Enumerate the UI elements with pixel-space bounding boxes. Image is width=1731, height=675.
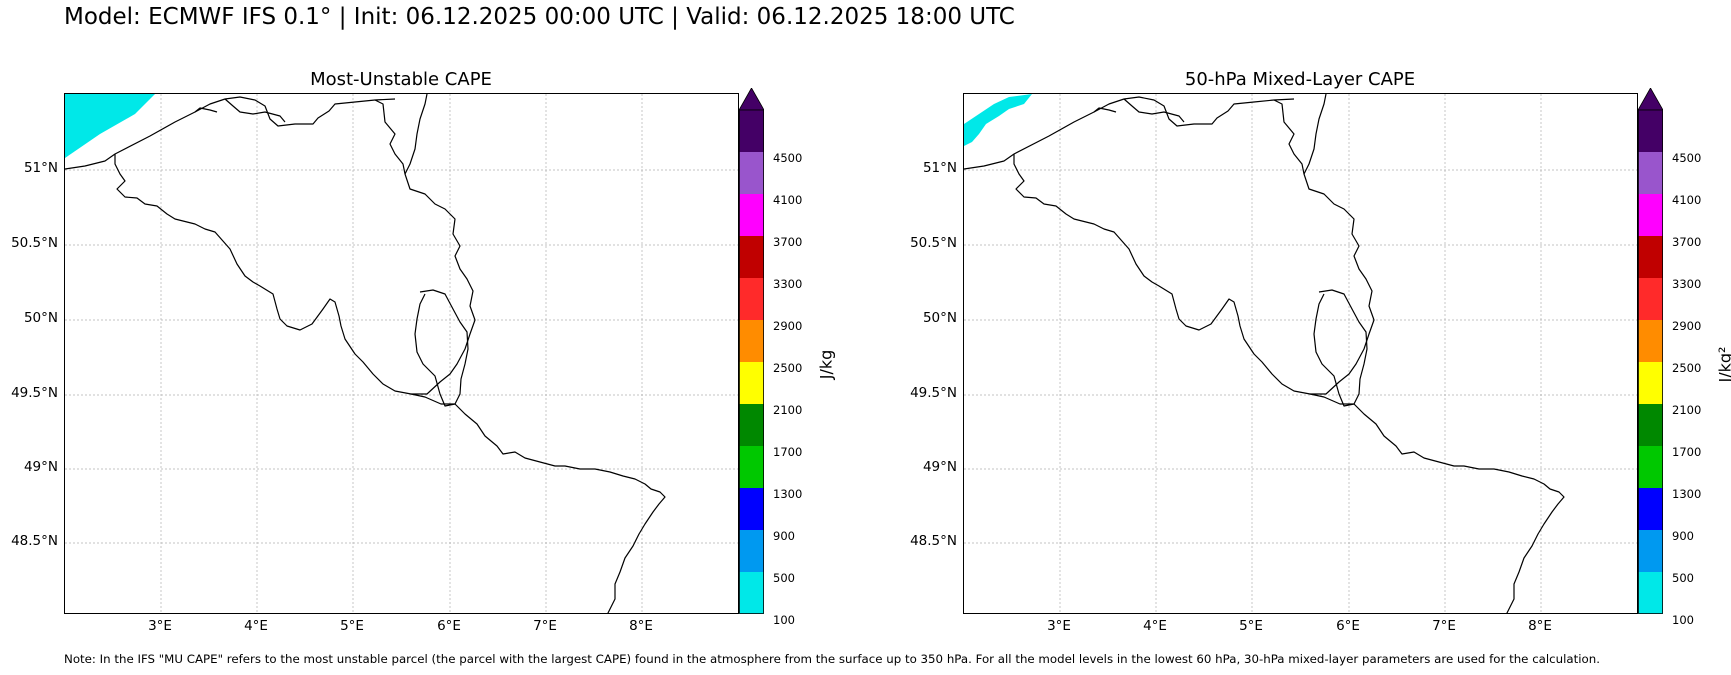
colorbar-segment [1638, 530, 1663, 572]
panel-title-mu-cape: Most-Unstable CAPE [310, 69, 492, 90]
lon-label: 8°E [1528, 618, 1552, 634]
colorbar-segment [739, 236, 764, 278]
colorbar-tick: 2100 [773, 403, 803, 417]
colorbar-tick: 100 [1672, 613, 1694, 627]
colorbar-segment [1638, 572, 1663, 614]
borders [65, 94, 666, 613]
colorbar-segment [1638, 362, 1663, 404]
colorbar-tick: 2500 [1672, 361, 1702, 375]
colorbar-segment [739, 446, 764, 488]
colorbar-unit-label: J/kg [816, 349, 836, 380]
lon-label: 5°E [340, 618, 364, 634]
lon-label: 7°E [533, 618, 557, 634]
lat-label: 49°N [23, 459, 58, 475]
colorbar-tick: 500 [1672, 571, 1694, 585]
colorbar-tick: 1700 [1672, 445, 1702, 459]
lon-label: 7°E [1432, 618, 1456, 634]
colorbar-segment [1638, 194, 1663, 236]
map-canvas-mu-cape [65, 94, 738, 613]
colorbar-tick: 2900 [1672, 319, 1702, 333]
colorbar-segment [739, 320, 764, 362]
footnote: Note: In the IFS "MU CAPE" refers to the… [64, 652, 1601, 666]
lat-label: 50°N [23, 310, 58, 326]
lat-label: 49.5°N [11, 385, 58, 401]
colorbar-segment [1638, 446, 1663, 488]
colorbar-tick: 4500 [1672, 151, 1702, 165]
colorbar-segment [739, 530, 764, 572]
lon-label: 4°E [244, 618, 268, 634]
lat-label: 50.5°N [11, 235, 58, 251]
lon-label: 8°E [629, 618, 653, 634]
lon-label: 6°E [437, 618, 461, 634]
colorbar-mu-cape [738, 87, 765, 621]
colorbar-segment [1638, 152, 1663, 194]
lat-label: 48.5°N [11, 533, 58, 549]
colorbar-svg [738, 87, 765, 614]
lon-label: 3°E [148, 618, 172, 634]
lat-label: 51°N [23, 160, 58, 176]
colorbar-segment [739, 278, 764, 320]
lon-label: 4°E [1143, 618, 1167, 634]
gridlines [65, 94, 738, 613]
map-ml-cape[interactable] [963, 93, 1638, 614]
colorbar-tick: 3700 [773, 235, 803, 249]
colorbar-tick: 900 [773, 529, 795, 543]
colorbar-segment [1638, 320, 1663, 362]
colorbar-segment [739, 404, 764, 446]
colorbar-tick: 4100 [1672, 193, 1702, 207]
colorbar-segment [739, 152, 764, 194]
chart-title: Model: ECMWF IFS 0.1° | Init: 06.12.2025… [64, 4, 1015, 30]
colorbar-extend-arrow [1637, 87, 1664, 111]
colorbar-segment [1638, 236, 1663, 278]
cape-patch [65, 94, 155, 158]
map-canvas-ml-cape [964, 94, 1637, 613]
colorbar-tick: 900 [1672, 529, 1694, 543]
borders [964, 94, 1565, 613]
colorbar-segment [739, 194, 764, 236]
colorbar-segment [1638, 488, 1663, 530]
colorbar-tick: 100 [773, 613, 795, 627]
gridlines [964, 94, 1637, 613]
colorbar-outline [739, 109, 764, 614]
colorbar-segment [739, 362, 764, 404]
lat-label: 49°N [922, 459, 957, 475]
colorbar-tick: 4500 [773, 151, 803, 165]
lat-label: 51°N [922, 160, 957, 176]
colorbar-tick: 1300 [1672, 487, 1702, 501]
colorbar-segment [739, 572, 764, 614]
lat-label: 49.5°N [910, 385, 957, 401]
lat-label: 50°N [922, 310, 957, 326]
panel-title-ml-cape: 50-hPa Mixed-Layer CAPE [1184, 69, 1416, 90]
colorbar-tick: 3300 [773, 277, 803, 291]
lat-label: 50.5°N [910, 235, 957, 251]
colorbar-tick: 2900 [773, 319, 803, 333]
colorbar-tick: 1300 [773, 487, 803, 501]
colorbar-tick: 2500 [773, 361, 803, 375]
colorbar-extend-arrow [738, 87, 765, 111]
colorbar-tick: 2100 [1672, 403, 1702, 417]
colorbar-svg [1637, 87, 1664, 614]
cape-patch [964, 94, 1032, 146]
colorbar-segment [1638, 110, 1663, 152]
colorbar-tick: 3300 [1672, 277, 1702, 291]
colorbar-tick: 1700 [773, 445, 803, 459]
colorbar-segment [739, 110, 764, 152]
lat-label: 48.5°N [910, 533, 957, 549]
lon-label: 3°E [1047, 618, 1071, 634]
colorbar-segment [1638, 278, 1663, 320]
colorbar-unit-label: J/kg² [1715, 346, 1731, 383]
map-mu-cape[interactable] [64, 93, 739, 614]
colorbar-segment [1638, 404, 1663, 446]
colorbar-tick: 3700 [1672, 235, 1702, 249]
colorbar-tick: 500 [773, 571, 795, 585]
colorbar-outline [1638, 109, 1663, 614]
colorbar-tick: 4100 [773, 193, 803, 207]
lon-label: 5°E [1239, 618, 1263, 634]
colorbar-segment [739, 488, 764, 530]
colorbar-ml-cape [1637, 87, 1664, 621]
lon-label: 6°E [1336, 618, 1360, 634]
